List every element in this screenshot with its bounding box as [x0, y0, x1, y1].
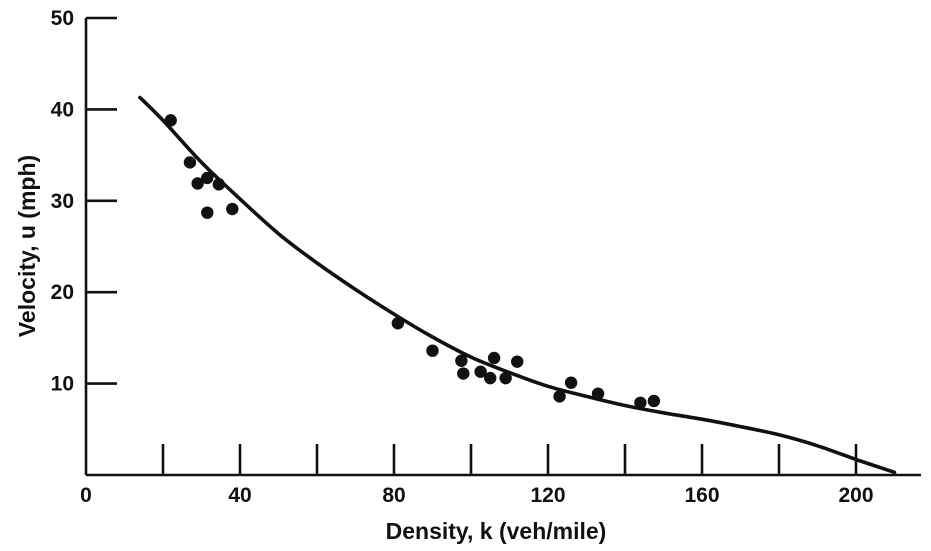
- data-point: [634, 396, 647, 409]
- data-point: [201, 171, 214, 185]
- x-tick-label: 0: [80, 484, 92, 507]
- data-point: [183, 156, 197, 169]
- data-point: [426, 344, 439, 357]
- data-point: [499, 371, 512, 385]
- x-tick-label: 160: [684, 484, 719, 507]
- tick-labels: 0 40 80 120 160 200 10 20 30 40 50: [51, 7, 874, 507]
- y-tick-label: 20: [51, 281, 74, 304]
- fitted-curve: [138, 95, 897, 475]
- data-point: [457, 367, 470, 380]
- data-point: [564, 376, 578, 389]
- data-point: [201, 206, 214, 219]
- x-tick-label: 120: [530, 484, 565, 507]
- x-tick-label: 80: [382, 484, 405, 507]
- data-point: [591, 387, 605, 400]
- data-point: [647, 394, 661, 408]
- data-point: [455, 354, 468, 367]
- data-point: [391, 317, 405, 330]
- scatter-series: [164, 114, 661, 409]
- x-tick-label: 40: [228, 484, 251, 507]
- x-axis-title: Density, k (veh/mile): [386, 518, 607, 544]
- data-point: [553, 390, 566, 403]
- data-point: [164, 114, 177, 127]
- y-tick-label: 50: [51, 7, 74, 30]
- data-point: [226, 202, 239, 216]
- fitted-curve-series: [138, 95, 897, 475]
- tick-marks: [86, 16, 858, 475]
- y-tick-label: 40: [51, 98, 74, 121]
- data-point: [212, 178, 226, 191]
- data-point: [474, 365, 487, 378]
- data-point: [484, 371, 497, 385]
- data-point: [487, 351, 501, 365]
- y-tick-label: 10: [51, 373, 74, 396]
- y-tick-label: 30: [51, 190, 74, 213]
- data-point: [511, 355, 524, 368]
- y-axis-title: Velocity, u (mph): [14, 155, 40, 337]
- data-point: [191, 177, 204, 190]
- x-tick-label: 200: [838, 484, 873, 507]
